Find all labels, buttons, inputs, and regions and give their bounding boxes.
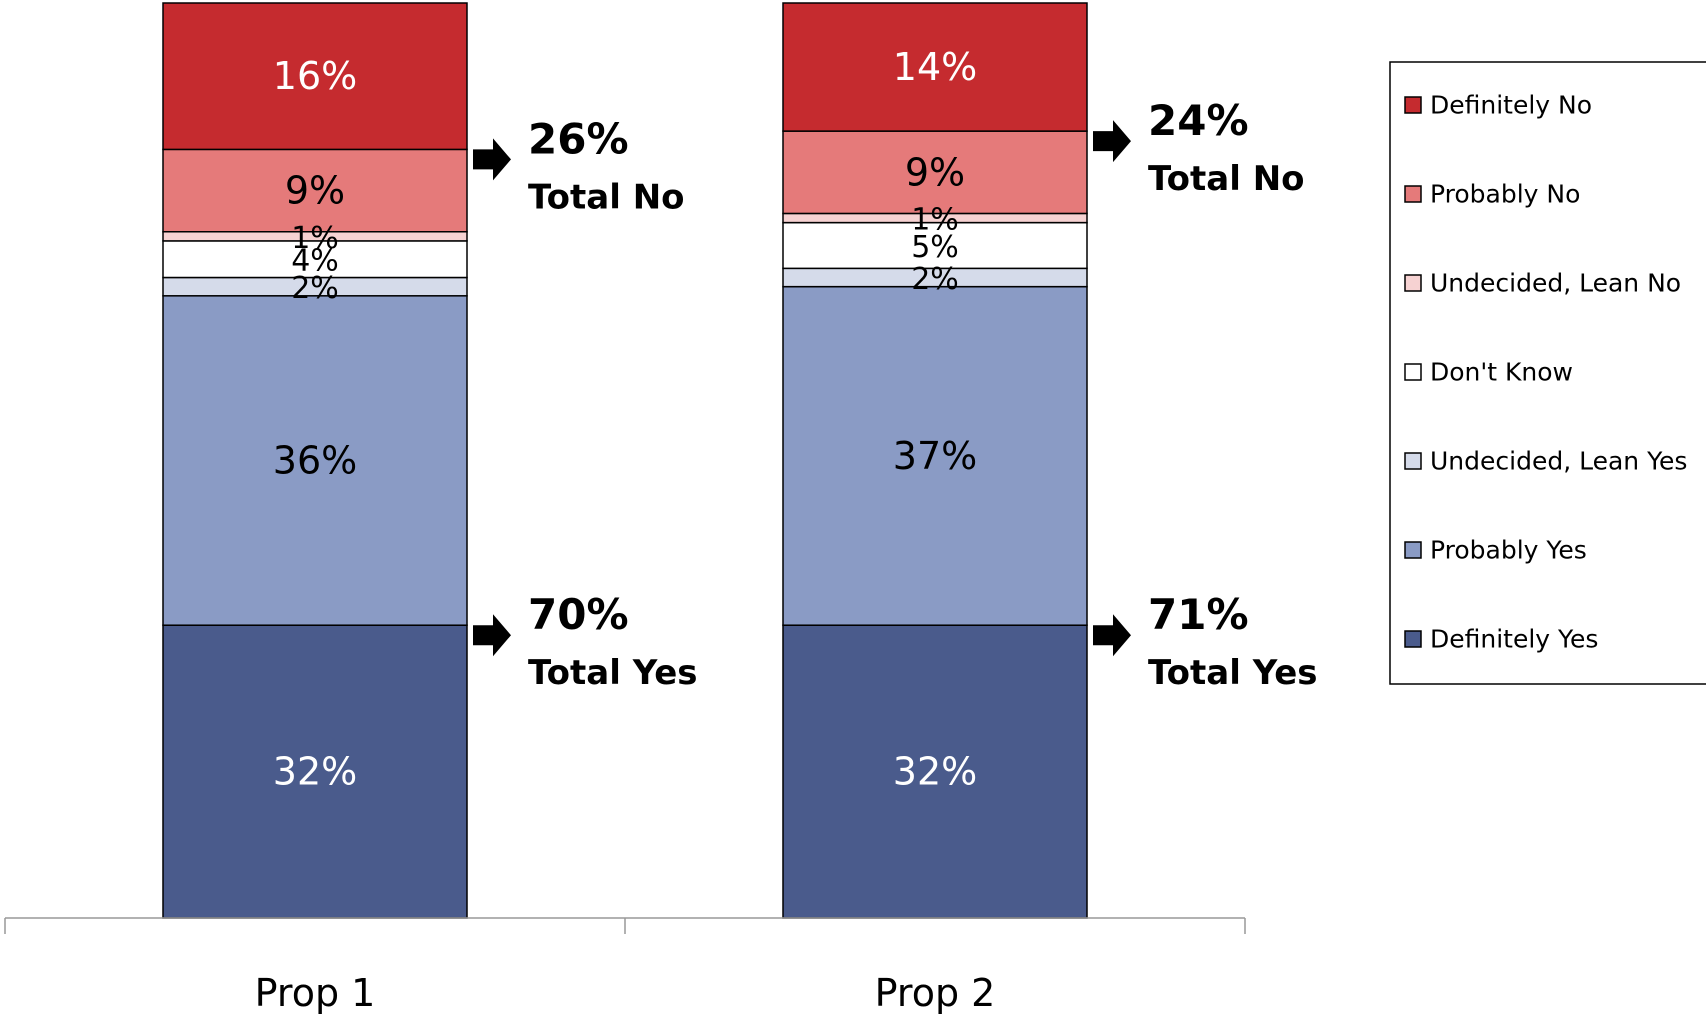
legend-swatch <box>1404 541 1422 559</box>
arrow-right-icon <box>473 138 511 181</box>
annotation-total-no: 24% Total No <box>1093 96 1305 199</box>
bar-segment-definitely-yes <box>162 624 468 919</box>
bar-prop-2: 32% 37% 2%5%1% 9% 14% <box>782 2 1088 919</box>
bar-segment-don-t-know <box>782 221 1088 270</box>
data-label: 9% <box>905 150 965 194</box>
legend-box <box>1389 61 1706 685</box>
data-label: 2% <box>291 271 339 306</box>
data-label: 32% <box>273 750 357 794</box>
legend-label: Undecided, Lean Yes <box>1430 447 1687 476</box>
annotation-total-yes: 71% Total Yes <box>1093 590 1318 693</box>
x-axis: Prop 1 Prop 2 <box>4 917 1246 1015</box>
legend-item: Definitely Yes <box>1404 625 1598 654</box>
annotation-total-no: 26% Total No <box>473 114 685 217</box>
legend-item: Probably No <box>1404 180 1580 209</box>
data-label: 37% <box>893 434 977 478</box>
legend-swatch <box>1404 452 1422 470</box>
bar-segment-definitely-no <box>782 2 1088 132</box>
bars-group: 32%36%2%4%1%9%16%32%37%2%5%1%9%14% <box>162 2 1088 919</box>
bar-segment-probably-no <box>782 130 1088 215</box>
data-label: 2% <box>911 262 959 297</box>
legend-swatch <box>1404 363 1422 381</box>
legend-swatch <box>1404 630 1422 648</box>
data-label: 1% <box>291 221 339 256</box>
bar-segment-probably-no <box>162 148 468 233</box>
arrow-right-icon <box>1093 120 1131 163</box>
annotation-value: 70% <box>528 590 629 639</box>
arrow-right-icon <box>1093 614 1131 657</box>
data-label: 36% <box>273 439 357 483</box>
legend-label: Probably No <box>1430 180 1580 209</box>
annotation-value: 71% <box>1148 590 1249 639</box>
data-label: 5% <box>911 230 959 265</box>
legend-swatch <box>1404 274 1422 292</box>
legend-item: Definitely No <box>1404 91 1592 120</box>
legend: Definitely No Probably No Undecided, Lean … <box>1389 61 1706 685</box>
bar-segment-don-t-know <box>162 240 468 279</box>
bar-segment-definitely-no <box>162 2 468 151</box>
data-label: 4% <box>291 244 339 279</box>
bar-prop-1: 32% 36% 2%4%1% 9% 16% <box>162 2 468 919</box>
legend-item: Undecided, Lean No <box>1404 269 1681 298</box>
x-tick-label: Prop 1 <box>255 971 376 1015</box>
annotation-value: 24% <box>1148 96 1249 145</box>
annotation-text: Total No <box>1148 159 1305 199</box>
legend-label: Definitely Yes <box>1430 625 1598 654</box>
bar-segment-definitely-yes <box>782 624 1088 919</box>
legend-label: Undecided, Lean No <box>1430 269 1681 298</box>
legend-label: Don't Know <box>1430 358 1573 387</box>
total-annotations: 26% Total No 70% Total Yes 24% Total No 71% Tot… <box>473 96 1318 693</box>
data-label: 32% <box>893 750 977 794</box>
legend-label: Probably Yes <box>1430 536 1587 565</box>
annotation-text: Total No <box>528 177 685 217</box>
legend-item: Don't Know <box>1404 358 1573 387</box>
bar-segment-probably-yes <box>782 285 1088 626</box>
legend-swatch <box>1404 185 1422 203</box>
arrow-right-icon <box>473 614 511 657</box>
bar-segment-probably-yes <box>162 295 468 626</box>
annotation-total-yes: 70% Total Yes <box>473 590 698 693</box>
data-label: 1% <box>911 203 959 238</box>
data-label: 9% <box>285 169 345 213</box>
x-tick-label: Prop 2 <box>875 971 996 1015</box>
annotation-value: 26% <box>528 114 629 163</box>
data-label: 16% <box>273 54 357 98</box>
legend-label: Definitely No <box>1430 91 1592 120</box>
legend-item: Undecided, Lean Yes <box>1404 447 1687 476</box>
annotation-text: Total Yes <box>1148 653 1318 693</box>
annotation-text: Total Yes <box>528 653 698 693</box>
data-label: 14% <box>893 45 977 89</box>
legend-swatch <box>1404 96 1422 114</box>
legend-item: Probably Yes <box>1404 536 1587 565</box>
